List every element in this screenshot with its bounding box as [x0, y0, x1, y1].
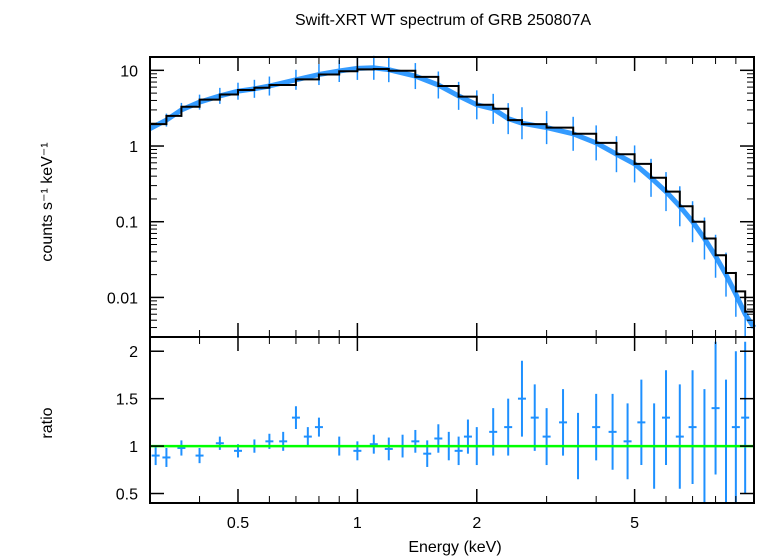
ratio-panel: 0.5 1 1.5 2 0.5 1 2 5	[116, 337, 754, 532]
xtick-label: 1	[353, 515, 362, 532]
xtick-label: 0.5	[227, 515, 249, 532]
spectrum-panel: 10 1 0.1 0.01	[107, 55, 757, 352]
bottom-ylabel: ratio	[39, 407, 56, 438]
bottom-ytick-label: 1	[129, 439, 138, 456]
xtick-label: 5	[630, 515, 639, 532]
chart-title: Swift-XRT WT spectrum of GRB 250807A	[295, 12, 591, 29]
spectrum-model-series	[150, 68, 755, 328]
bottom-ytick-label: 0.5	[116, 487, 138, 504]
top-panel-frame	[149, 56, 755, 338]
top-ytick-label: 10	[120, 63, 138, 80]
x-axis-label: Energy (keV)	[408, 539, 501, 556]
top-ytick-label: 0.01	[107, 290, 138, 307]
bottom-panel-frame	[149, 336, 755, 504]
top-ylabel: counts s⁻¹ keV⁻¹	[39, 142, 56, 261]
top-ytick-label: 0.1	[116, 215, 138, 232]
bottom-ytick-label: 2	[129, 344, 138, 361]
spectrum-data-series	[148, 65, 757, 329]
xtick-label: 2	[472, 515, 481, 532]
bottom-ytick-label: 1.5	[116, 392, 138, 409]
top-ytick-label: 1	[129, 139, 138, 156]
